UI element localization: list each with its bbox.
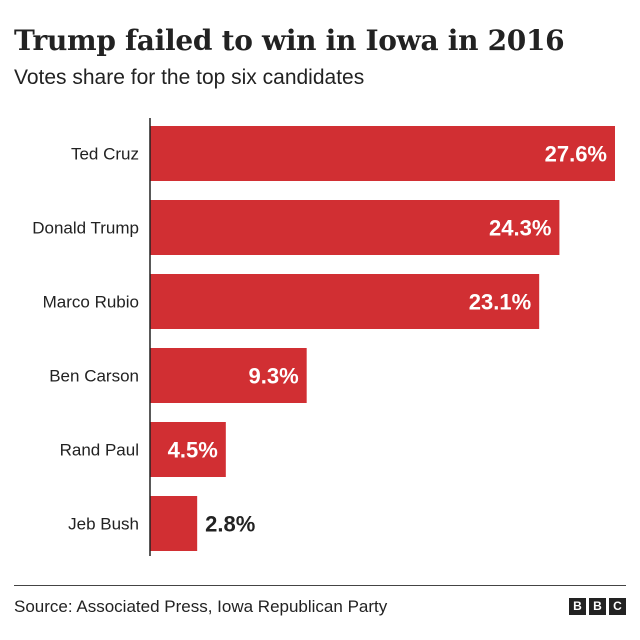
value-label: 24.3% xyxy=(489,216,551,241)
footer-divider xyxy=(14,585,626,586)
value-label: 23.1% xyxy=(469,290,531,315)
category-label: Marco Rubio xyxy=(43,293,139,312)
bar-donald-trump xyxy=(150,200,560,255)
category-label: Rand Paul xyxy=(60,441,139,460)
bar-jeb-bush xyxy=(150,496,198,551)
bbc-logo-letter: C xyxy=(609,598,626,615)
value-label: 4.5% xyxy=(168,438,218,463)
bbc-logo-letter: B xyxy=(589,598,606,615)
bbc-logo: B B C xyxy=(569,598,626,615)
value-label: 27.6% xyxy=(545,142,607,167)
bar-rand-paul xyxy=(150,422,226,477)
bbc-logo-letter: B xyxy=(569,598,586,615)
category-label: Jeb Bush xyxy=(68,515,139,534)
source-note: Source: Associated Press, Iowa Republica… xyxy=(14,597,388,616)
category-label: Donald Trump xyxy=(32,219,139,238)
bars-group: Ted Cruz 27.6% Donald Trump 24.3% Marco Rubi… xyxy=(32,126,615,551)
bar-ted-cruz xyxy=(150,126,615,181)
chart-subtitle: Votes share for the top six candidates xyxy=(14,66,365,89)
bar-ben-carson xyxy=(150,348,307,403)
category-label: Ted Cruz xyxy=(71,145,139,164)
bar-marco-rubio xyxy=(150,274,540,329)
category-label: Ben Carson xyxy=(49,367,139,386)
value-label: 9.3% xyxy=(249,364,299,389)
value-label: 2.8% xyxy=(205,512,255,537)
chart-title: Trump failed to win in Iowa in 2016 xyxy=(14,24,565,57)
